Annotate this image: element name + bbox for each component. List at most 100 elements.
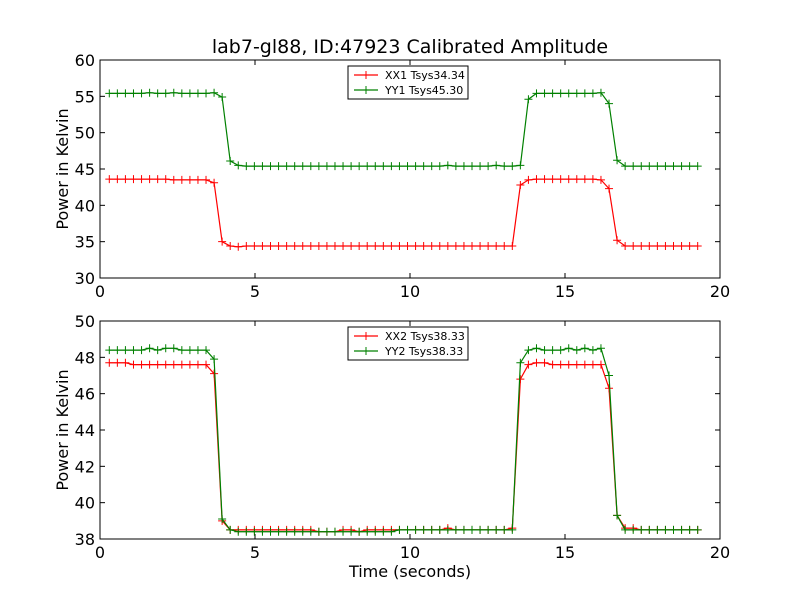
data-point (596, 175, 605, 184)
data-point (210, 88, 219, 97)
data-point (427, 525, 436, 534)
data-point (387, 527, 396, 536)
data-point (621, 162, 630, 171)
data-point (185, 346, 194, 355)
data-point (234, 242, 243, 251)
data-point (210, 355, 219, 364)
data-point (137, 346, 146, 355)
data-point (564, 360, 573, 369)
top-chart: Power in Kelvin 0 5 10 15 20 30 35 40 45 50 55 60 XX… (53, 51, 730, 301)
legend-marker (362, 332, 370, 340)
data-point (121, 89, 130, 98)
data-point (290, 242, 299, 251)
data-point (459, 525, 468, 534)
data-point (492, 161, 501, 170)
data-point (258, 162, 267, 171)
data-point (210, 178, 219, 187)
data-point (403, 242, 412, 251)
data-point (435, 525, 444, 534)
data-point (153, 346, 162, 355)
x-axis-label: Time (seconds) (348, 562, 471, 581)
data-point (484, 242, 493, 251)
data-point (540, 89, 549, 98)
y-tick-label: 48 (75, 348, 95, 367)
data-point (137, 360, 146, 369)
x-tick-label: 20 (710, 282, 730, 301)
data-point (161, 175, 170, 184)
data-point (508, 242, 517, 251)
data-point (629, 525, 638, 534)
data-point (363, 527, 372, 536)
y-axis-label: Power in Kelvin (53, 369, 72, 490)
data-point (403, 162, 412, 171)
data-point (629, 242, 638, 251)
data-point (242, 527, 251, 536)
legend-box (347, 65, 469, 100)
data-point (105, 89, 114, 98)
data-point (693, 162, 702, 171)
data-point (347, 242, 356, 251)
data-point (484, 525, 493, 534)
data-point (161, 360, 170, 369)
data-point (564, 344, 573, 353)
data-point (476, 162, 485, 171)
data-point (145, 360, 154, 369)
data-point (250, 162, 259, 171)
data-point (451, 242, 460, 251)
legend-label: YY1 Tsys45.30 (384, 84, 463, 97)
data-point (282, 527, 291, 536)
y-tick-label: 50 (75, 124, 95, 143)
data-point (621, 242, 630, 251)
data-point (588, 360, 597, 369)
data-point (169, 344, 178, 353)
data-point (468, 525, 476, 534)
data-point (580, 344, 589, 353)
data-point (306, 527, 315, 536)
data-point (476, 242, 485, 251)
data-point (556, 360, 565, 369)
data-point (653, 242, 662, 251)
data-point (411, 525, 420, 534)
data-point (113, 175, 122, 184)
data-point (218, 237, 227, 246)
data-point (339, 527, 348, 536)
data-point (653, 162, 662, 171)
y-tick-label: 35 (75, 233, 95, 252)
data-point (564, 175, 573, 184)
data-point (411, 242, 420, 251)
x-tick-label: 5 (250, 543, 260, 562)
data-point (588, 175, 597, 184)
legend-label: XX2 Tsys38.33 (385, 330, 465, 343)
data-point (395, 162, 404, 171)
data-point (322, 527, 331, 536)
data-point (169, 88, 178, 97)
data-point (322, 242, 331, 251)
data-point (314, 162, 323, 171)
x-tick-label: 20 (710, 543, 730, 562)
data-point (363, 162, 372, 171)
data-point (524, 95, 533, 104)
data-point (435, 162, 444, 171)
data-point (693, 525, 702, 534)
data-point (258, 527, 267, 536)
data-point (580, 360, 589, 369)
x-tick-label: 15 (555, 543, 575, 562)
data-point (322, 162, 331, 171)
data-point (677, 162, 686, 171)
data-point (613, 511, 622, 520)
data-point (532, 344, 541, 353)
x-tick-label: 0 (95, 543, 105, 562)
data-point (161, 89, 170, 98)
data-point (556, 89, 565, 98)
data-point (661, 242, 670, 251)
data-point (459, 162, 468, 171)
data-point (556, 175, 565, 184)
data-point (202, 360, 211, 369)
data-point (653, 525, 662, 534)
data-point (532, 358, 541, 367)
data-point (218, 93, 227, 102)
data-point (330, 242, 339, 251)
data-point (427, 242, 436, 251)
data-point (177, 360, 186, 369)
